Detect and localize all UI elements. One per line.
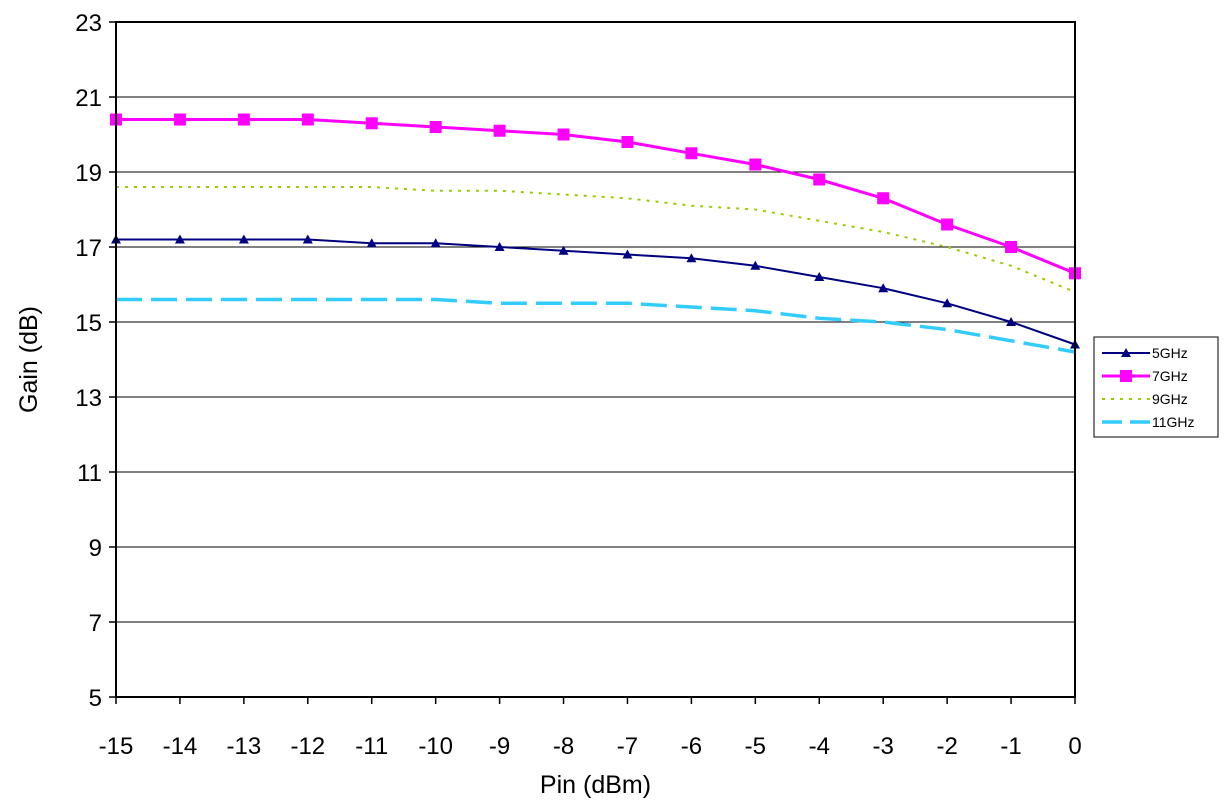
data-point-7ghz xyxy=(493,124,506,137)
legend-label-11ghz: 11GHz xyxy=(1152,414,1195,430)
data-point-7ghz xyxy=(557,128,570,141)
y-tick-label: 21 xyxy=(75,85,102,112)
data-point-7ghz xyxy=(749,158,762,171)
legend-label-7ghz: 7GHz xyxy=(1152,368,1188,384)
y-tick-label: 15 xyxy=(75,310,102,337)
data-point-7ghz xyxy=(1005,241,1018,253)
series-line-11ghz xyxy=(116,297,1076,354)
data-point-7ghz xyxy=(365,117,378,130)
y-tick-label: 19 xyxy=(75,160,102,187)
y-tick-label: 7 xyxy=(89,610,102,637)
y-tick-label: 9 xyxy=(89,535,102,562)
data-point-7ghz xyxy=(941,218,954,231)
legend-label-5ghz: 5GHz xyxy=(1152,345,1188,361)
x-tick-label: -1 xyxy=(1000,733,1021,760)
data-point-5ghz xyxy=(302,234,313,244)
x-tick-label: -12 xyxy=(290,733,325,760)
data-point-5ghz xyxy=(238,234,249,244)
series-11ghz xyxy=(116,297,1076,354)
y-axis-ticks: 5 7 9 11 13 15 17 19 21 23 xyxy=(75,10,116,712)
data-point-5ghz xyxy=(1006,317,1017,326)
grid-lines xyxy=(116,96,1075,623)
data-point-5ghz xyxy=(430,238,441,248)
x-axis-ticks: -15 -14 -13 -12 -11 -10 -9 -8 -7 -6 -5 -4 -3 -2 -1 0 xyxy=(99,697,1082,760)
series-line-7ghz xyxy=(116,118,1076,275)
legend-label-9ghz: 9GHz xyxy=(1152,391,1188,407)
series-5ghz xyxy=(111,234,1080,349)
data-point-5ghz xyxy=(494,242,505,251)
legend-marker-5ghz xyxy=(1121,348,1131,357)
series-7ghz xyxy=(110,113,1081,280)
legend-marker-7ghz xyxy=(1120,370,1132,382)
data-point-7ghz xyxy=(813,173,826,186)
x-tick-label: 0 xyxy=(1068,733,1081,760)
series-line-5ghz xyxy=(116,238,1076,346)
data-point-5ghz xyxy=(686,253,697,263)
x-tick-label: -9 xyxy=(489,733,510,760)
x-tick-label: -4 xyxy=(809,733,830,760)
y-tick-label: 23 xyxy=(75,10,102,37)
series-layer xyxy=(110,113,1081,354)
data-point-7ghz xyxy=(237,113,250,126)
series-9ghz xyxy=(116,186,1076,293)
data-point-5ghz xyxy=(366,238,377,248)
plot-area-frame xyxy=(115,21,1076,698)
data-point-7ghz xyxy=(429,121,442,133)
data-point-7ghz xyxy=(301,113,314,126)
data-point-5ghz xyxy=(814,272,825,281)
y-tick-label: 11 xyxy=(77,460,102,487)
y-tick-label: 5 xyxy=(89,685,102,712)
x-tick-label: -2 xyxy=(936,733,957,760)
data-point-5ghz xyxy=(558,245,569,255)
series-line-9ghz xyxy=(116,186,1076,293)
x-tick-label: -3 xyxy=(873,733,894,760)
x-tick-label: -6 xyxy=(681,733,702,760)
x-tick-label: -14 xyxy=(163,733,198,760)
data-point-5ghz xyxy=(942,298,953,308)
x-tick-label: -5 xyxy=(745,733,766,760)
x-axis-title: Pin (dBm) xyxy=(540,771,651,799)
data-point-5ghz xyxy=(750,260,761,270)
data-point-7ghz xyxy=(173,113,186,126)
y-tick-label: 13 xyxy=(75,385,102,412)
data-point-5ghz xyxy=(174,234,185,244)
data-point-5ghz xyxy=(878,283,889,293)
data-point-7ghz xyxy=(621,136,634,148)
data-point-5ghz xyxy=(622,249,633,259)
legend: 5GHz 7GHz 9GHz 11GHz xyxy=(1093,336,1219,438)
y-tick-label: 17 xyxy=(75,235,102,262)
x-tick-label: -10 xyxy=(418,733,453,760)
data-point-7ghz xyxy=(685,147,698,160)
x-tick-label: -13 xyxy=(227,733,262,760)
data-point-7ghz xyxy=(877,192,890,205)
x-tick-label: -15 xyxy=(99,733,134,760)
y-axis-title: Gain (dB) xyxy=(15,306,43,413)
x-tick-label: -11 xyxy=(355,733,388,760)
x-tick-label: -7 xyxy=(617,733,638,760)
x-tick-label: -8 xyxy=(553,733,574,760)
